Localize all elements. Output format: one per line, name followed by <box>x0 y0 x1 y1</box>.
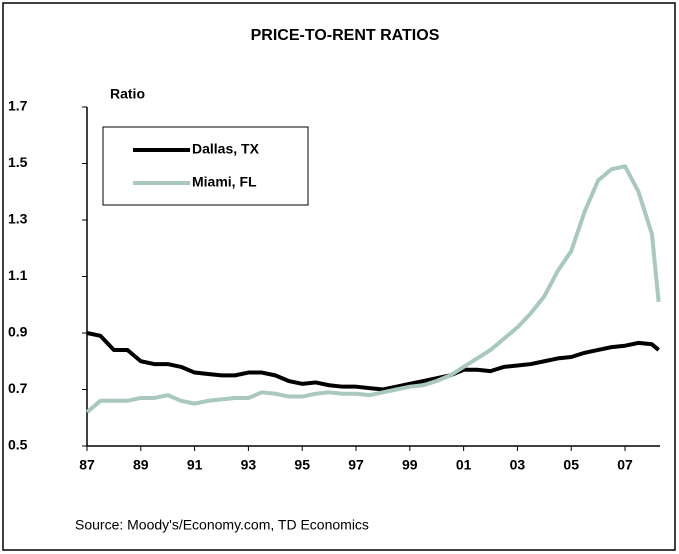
x-tick-label: 03 <box>510 457 526 473</box>
legend-label: Dallas, TX <box>192 141 260 157</box>
x-tick-label: 89 <box>133 457 149 473</box>
x-tick-label: 95 <box>294 457 310 473</box>
x-tick-label: 93 <box>241 457 257 473</box>
source: Source: Moody's/Economy.com, TD Economic… <box>75 517 369 533</box>
line <box>86 331 660 392</box>
x-tick-label: 87 <box>79 457 95 473</box>
y-tick-label: 1.3 <box>8 211 28 227</box>
x-tick-label: 97 <box>348 457 364 473</box>
y-tick-label: 0.7 <box>8 380 28 396</box>
y-tick-label: 0.9 <box>8 324 28 340</box>
y-tick-label: 1.7 <box>8 98 28 114</box>
x-tick-label: 07 <box>617 457 633 473</box>
y-tick-label: 1.1 <box>8 267 28 283</box>
y-axis-label: Ratio <box>110 86 145 102</box>
y-tick-label: 1.5 <box>8 154 28 170</box>
line <box>85 164 661 414</box>
chart-title: PRICE-TO-RENT RATIOS <box>251 27 440 44</box>
y-tick-label: 0.5 <box>8 437 28 453</box>
legend-label: Miami, FL <box>192 174 257 190</box>
x-tick-label: 01 <box>456 457 472 473</box>
x-tick-label: 05 <box>563 457 579 473</box>
x-tick-label: 99 <box>402 457 418 473</box>
x-tick-label: 91 <box>187 457 203 473</box>
legend-box <box>102 126 309 206</box>
